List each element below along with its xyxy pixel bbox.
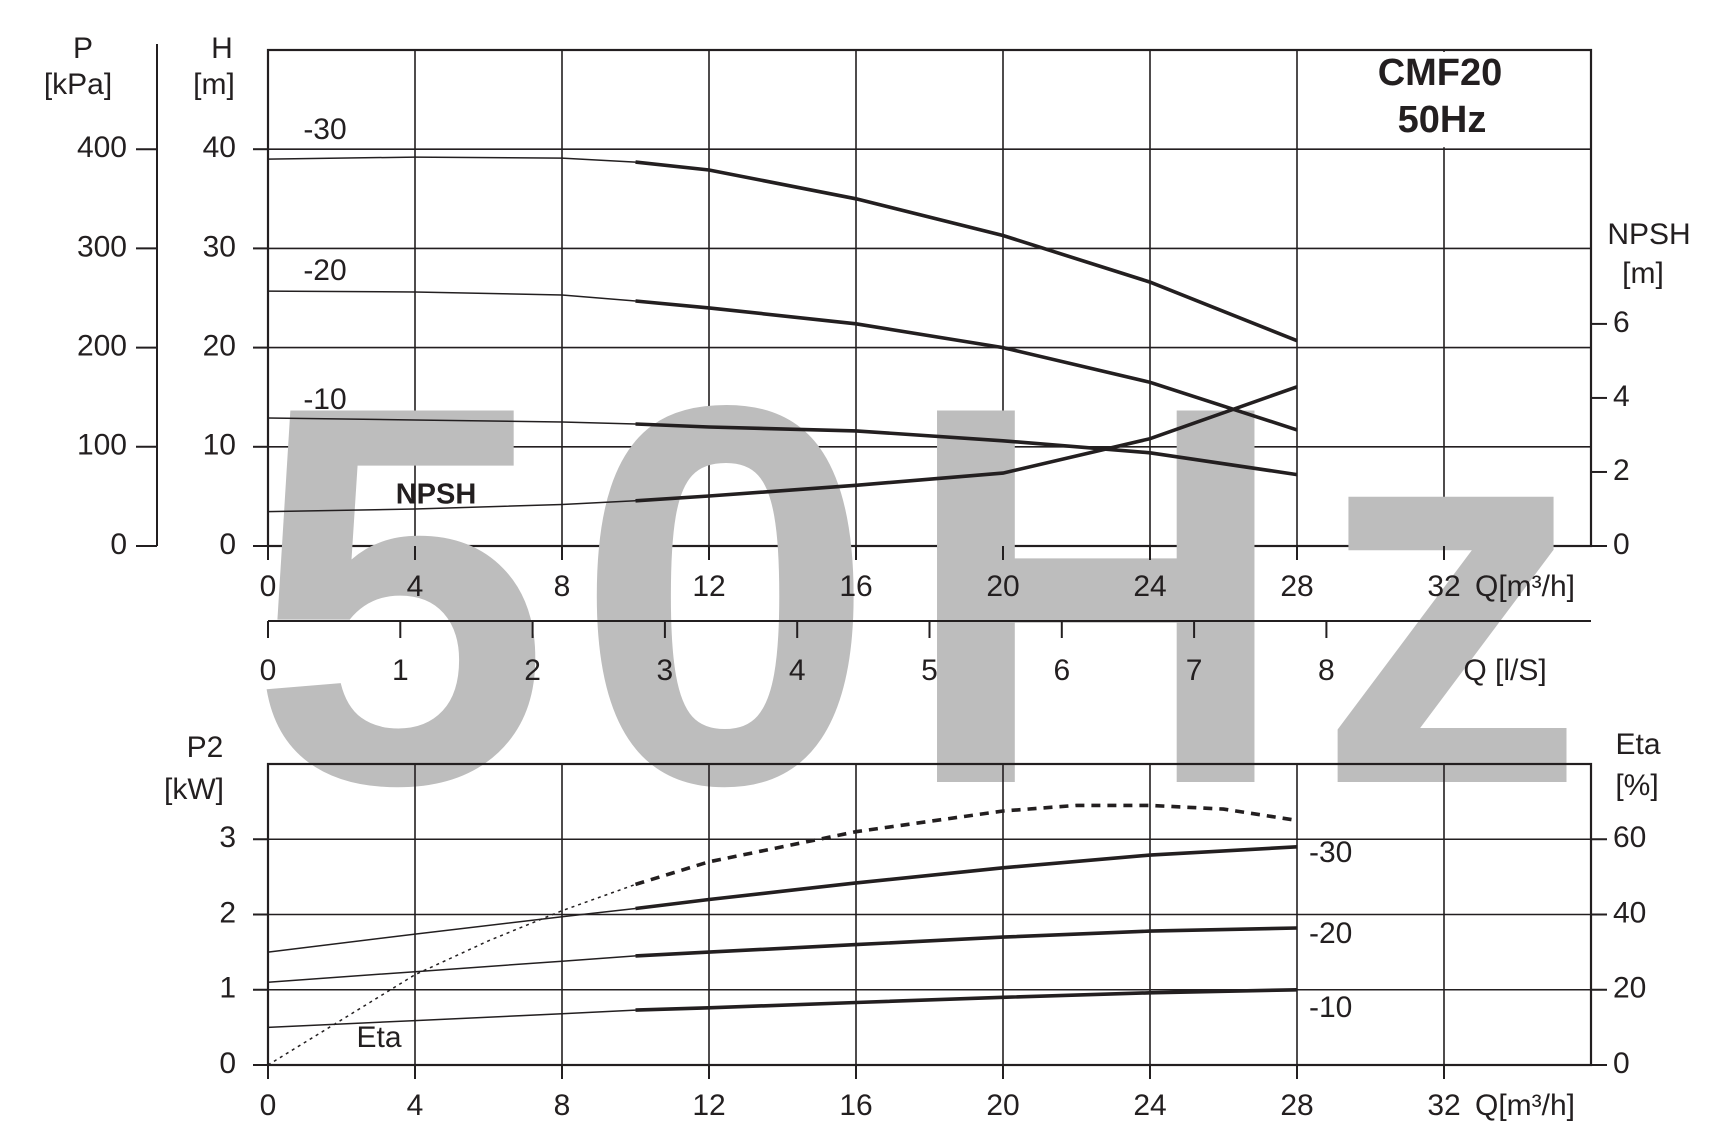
curve-thin — [267, 290, 636, 302]
series-label: -20 — [1309, 917, 1352, 950]
x2-axis-label: Q [l/S] — [1463, 654, 1546, 687]
x2-tick-label: 5 — [921, 654, 938, 687]
x-axis-label: Q[m³/h] — [1475, 570, 1575, 603]
x-tick-label: 8 — [554, 570, 571, 603]
curve-thin — [267, 156, 636, 163]
x-tick-label: 8 — [554, 1089, 571, 1122]
x2-tick-label: 3 — [657, 654, 674, 687]
curve-bold — [635, 988, 1298, 1012]
series-label: -10 — [303, 383, 346, 416]
y3-tick-label: 200 — [77, 330, 127, 363]
x-tick-label: 16 — [839, 1089, 872, 1122]
watermark: 50Hz — [250, 294, 1586, 897]
x-tick-label: 4 — [407, 570, 424, 603]
curve-bold — [635, 385, 1298, 503]
x2-tick-label: 6 — [1053, 654, 1070, 687]
plot-frame — [266, 48, 1593, 548]
y-axis-label: P2 — [187, 731, 224, 764]
y2-tick-label: 0 — [1613, 528, 1630, 561]
curve-bold — [635, 160, 1298, 343]
x2-tick-label: 8 — [1318, 654, 1335, 687]
y2-axis-label: [m] — [1622, 257, 1664, 290]
x-tick-label: 28 — [1280, 1089, 1313, 1122]
x-tick-label: 0 — [260, 570, 277, 603]
y2-tick-label: 40 — [1613, 896, 1646, 929]
x-tick-label: 16 — [839, 570, 872, 603]
series-label: Eta — [356, 1021, 401, 1054]
x-tick-label: 12 — [692, 570, 725, 603]
y-tick-label: 2 — [219, 896, 236, 929]
curve-thin — [267, 417, 636, 425]
x-tick-label: 20 — [986, 1089, 1019, 1122]
y3-tick-label: 0 — [110, 528, 127, 561]
series-label: NPSH — [396, 479, 477, 511]
y3-axis-label: P — [73, 32, 93, 65]
x-tick-label: 32 — [1427, 1089, 1460, 1122]
x-tick-label: 4 — [407, 1089, 424, 1122]
y-tick-label: 10 — [203, 429, 236, 462]
curve-thin — [267, 1009, 636, 1029]
y3-axis-label: [kPa] — [44, 68, 112, 101]
series-label: -30 — [1309, 836, 1352, 869]
x-tick-label: 24 — [1133, 1089, 1166, 1122]
x2-tick-label: 7 — [1186, 654, 1203, 687]
y-tick-label: 40 — [203, 131, 236, 164]
y-tick-label: 1 — [219, 972, 236, 1005]
x2-tick-label: 0 — [260, 654, 277, 687]
x-tick-label: 32 — [1427, 570, 1460, 603]
y-tick-label: 0 — [219, 528, 236, 561]
y2-axis-label: [%] — [1615, 769, 1658, 802]
y2-tick-label: 2 — [1613, 454, 1630, 487]
y-axis-label: H — [211, 32, 233, 65]
curve-thin — [267, 883, 636, 1066]
y-tick-label: 0 — [219, 1047, 236, 1080]
curve-thin — [267, 500, 636, 513]
y3-tick-label: 100 — [77, 429, 127, 462]
title-box — [1299, 52, 1589, 148]
series-label: -20 — [303, 254, 346, 287]
x2-tick-label: 2 — [524, 654, 541, 687]
x-tick-label: 28 — [1280, 570, 1313, 603]
x-tick-label: 12 — [692, 1089, 725, 1122]
y2-tick-label: 6 — [1613, 306, 1630, 339]
series-label: -30 — [303, 113, 346, 146]
y2-tick-label: 20 — [1613, 972, 1646, 1005]
x-tick-label: 24 — [1133, 570, 1166, 603]
x2-tick-label: 1 — [392, 654, 409, 687]
y2-tick-label: 60 — [1613, 821, 1646, 854]
y-tick-label: 30 — [203, 230, 236, 263]
curve-bold — [635, 845, 1298, 911]
x2-tick-label: 4 — [789, 654, 806, 687]
y-tick-label: 3 — [219, 821, 236, 854]
y2-axis-label: Eta — [1615, 728, 1660, 761]
chart-subtitle: 50Hz — [1398, 99, 1487, 141]
y2-tick-label: 4 — [1613, 380, 1630, 413]
y2-tick-label: 0 — [1613, 1047, 1630, 1080]
x-tick-label: 20 — [986, 570, 1019, 603]
curve-bold — [635, 299, 1298, 432]
y-axis-label: [m] — [193, 68, 235, 101]
y2-axis-label: NPSH — [1607, 218, 1690, 251]
y-axis-label: [kW] — [164, 773, 224, 806]
y3-tick-label: 400 — [77, 131, 127, 164]
y-tick-label: 20 — [203, 330, 236, 363]
curve-thin — [267, 907, 636, 953]
x-axis-label: Q[m³/h] — [1475, 1089, 1575, 1122]
y3-tick-label: 300 — [77, 230, 127, 263]
series-label: -10 — [1309, 991, 1352, 1024]
curve-bold — [635, 926, 1298, 958]
x-tick-label: 0 — [260, 1089, 277, 1122]
curve-bold — [634, 803, 1298, 887]
curve-bold — [635, 422, 1298, 477]
curve-thin — [267, 955, 636, 983]
chart-title: CMF20 — [1378, 52, 1503, 94]
